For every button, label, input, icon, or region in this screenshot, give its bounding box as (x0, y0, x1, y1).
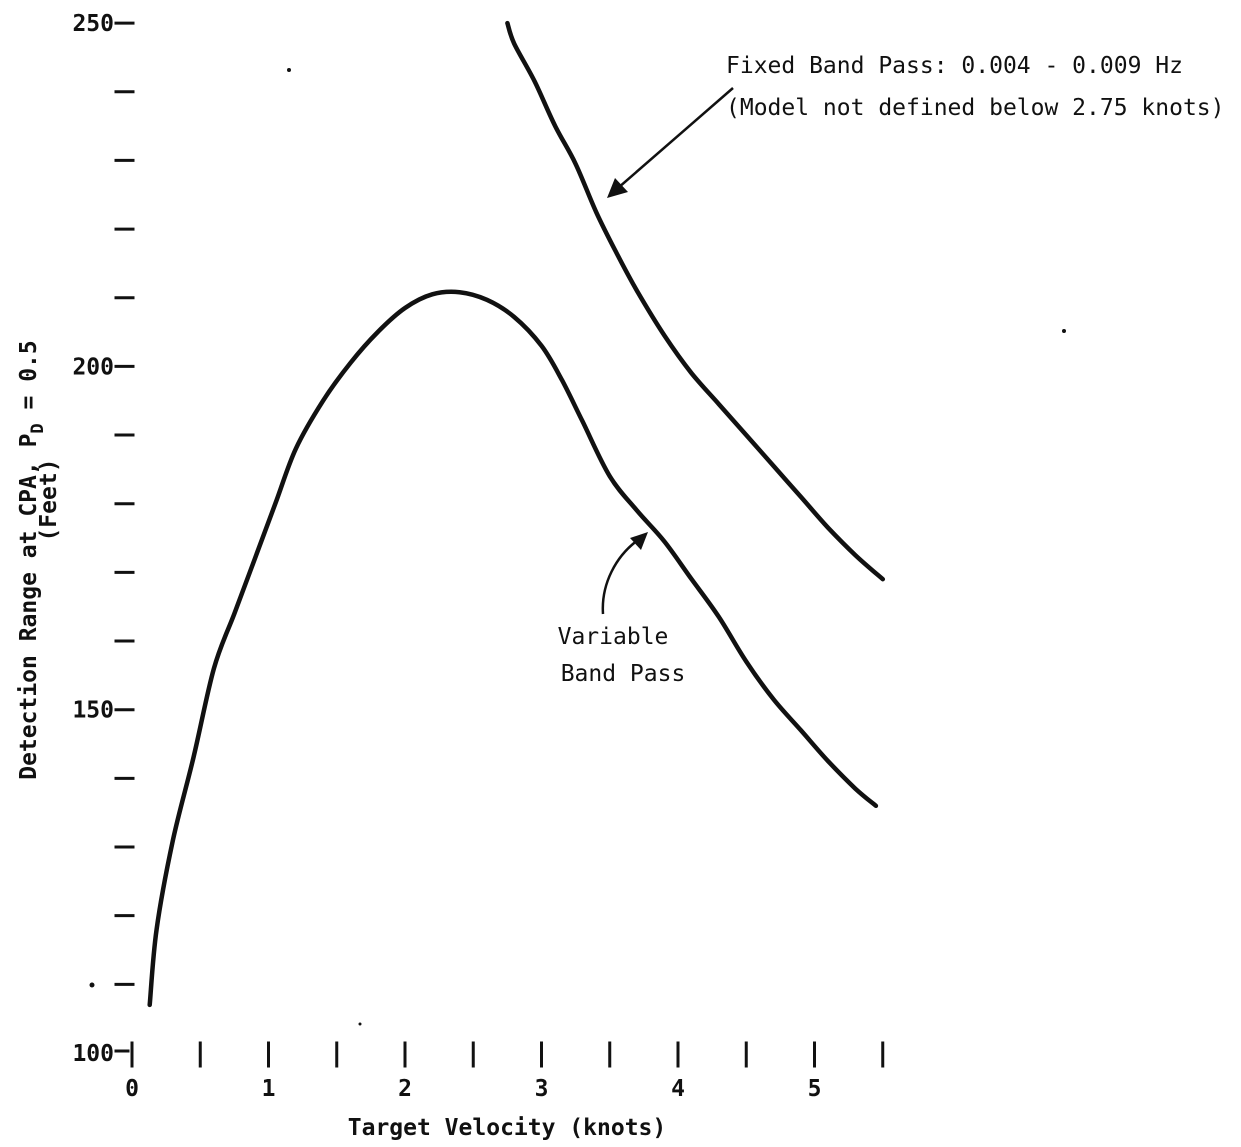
fixed-band-pass-pointer (617, 87, 734, 189)
y-tick-label: 200 (72, 354, 114, 380)
y-tick-label: 100 (72, 1041, 114, 1067)
scan-speck (287, 68, 291, 72)
fixed-band-pass-label: Fixed Band Pass: 0.004 - 0.009 Hz (726, 53, 1183, 79)
fixed-band-pass-note: (Model not defined below 2.75 knots) (726, 95, 1225, 121)
fixed-band-pass-arrowhead (607, 178, 628, 198)
variable-band-pass-arrowhead (630, 532, 648, 550)
variable-band-pass-label: Variable (558, 624, 669, 650)
variable-band-pass-curve (147, 289, 879, 1008)
scan-speck (1062, 329, 1066, 333)
fixed-band-pass-curve (505, 20, 886, 582)
scan-speck (358, 1022, 362, 1026)
x-tick-label: 5 (808, 1076, 822, 1102)
x-tick-label: 2 (398, 1076, 412, 1102)
x-tick-label: 3 (535, 1076, 549, 1102)
scan-speck (89, 982, 95, 988)
variable-band-pass-label-2: Band Pass (561, 661, 686, 687)
x-tick-label: 4 (671, 1076, 685, 1102)
y-axis-title: Detection Range at CPA, PD = 0.5 (16, 340, 48, 780)
x-axis-title: Target Velocity (knots) (348, 1115, 667, 1141)
y-axis-unit: (Feet) (36, 458, 62, 541)
y-tick-label: 250 (72, 11, 114, 37)
axis-ticks: 100 150 200 250 0 1 2 3 4 5 (72, 11, 885, 1102)
chart-series (147, 20, 886, 1008)
y-tick-label: 150 (72, 698, 114, 724)
x-tick-label: 0 (125, 1076, 139, 1102)
variable-band-pass-pointer (601, 538, 639, 615)
x-tick-label: 1 (262, 1076, 276, 1102)
